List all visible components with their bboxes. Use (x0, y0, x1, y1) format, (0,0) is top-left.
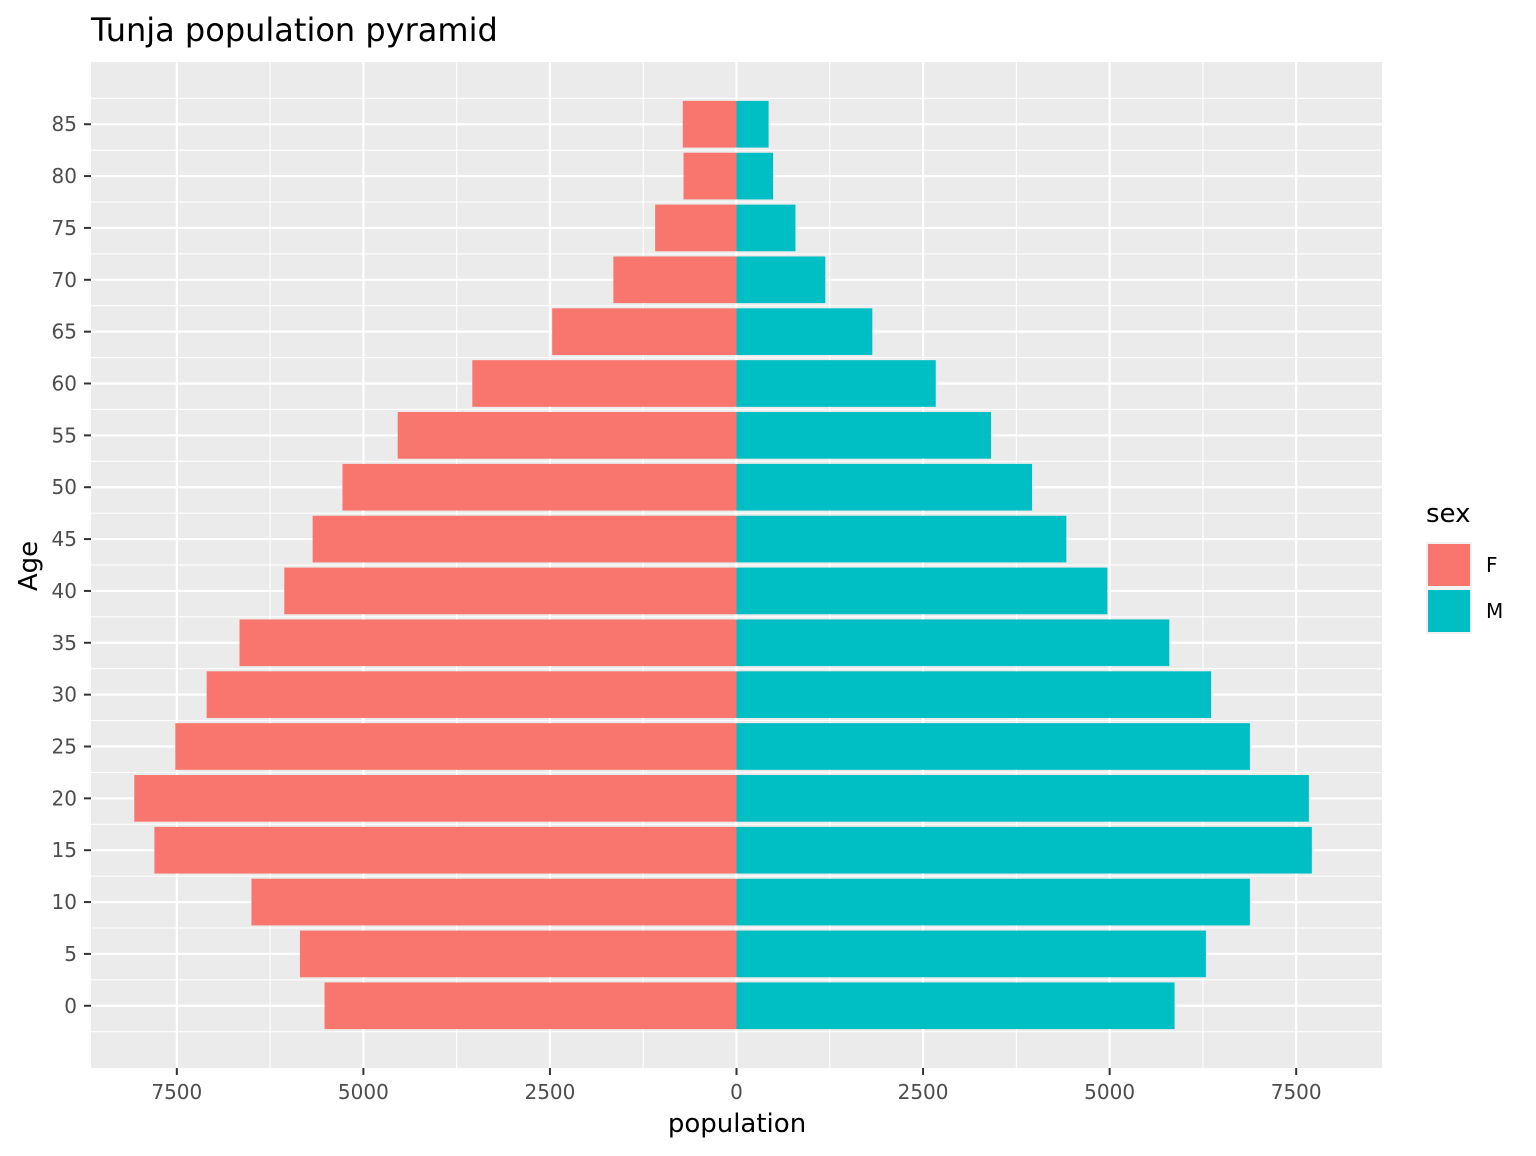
bar-m-10 (736, 878, 1250, 926)
bar-m-75 (736, 204, 796, 252)
x-axis: 7500 5000 2500 0 2500 5000 7500 (151, 1068, 1322, 1104)
x-tick-label: 5000 (1084, 1080, 1135, 1104)
y-tick-label: 25 (52, 734, 77, 758)
x-tick-label: 7500 (1271, 1080, 1322, 1104)
y-axis: 0 5 10 15 20 25 30 35 40 45 50 55 60 65 70 75 80 85 (52, 112, 91, 1018)
y-tick-label: 55 (52, 423, 77, 447)
bar-m-60 (736, 360, 936, 407)
bar-f-40 (284, 567, 737, 615)
bar-f-60 (472, 360, 737, 407)
bar-m-85 (736, 100, 769, 148)
legend-title: sex (1426, 499, 1470, 529)
y-tick-label: 50 (52, 475, 77, 499)
y-tick-label: 85 (52, 112, 77, 136)
x-axis-title: population (668, 1109, 806, 1139)
y-tick-label: 70 (52, 268, 77, 292)
bar-m-80 (736, 152, 774, 200)
bar-m-45 (736, 515, 1067, 563)
bar-f-75 (655, 204, 737, 252)
y-tick-label: 20 (52, 786, 77, 810)
x-tick-label: 7500 (151, 1080, 202, 1104)
bar-f-50 (342, 463, 737, 511)
bar-f-15 (154, 826, 737, 874)
bar-m-5 (736, 930, 1206, 978)
legend-label-m: M (1486, 599, 1503, 623)
bar-f-0 (324, 982, 737, 1030)
bar-f-25 (175, 723, 737, 770)
bar-m-25 (736, 723, 1250, 770)
x-tick-label: 0 (730, 1080, 743, 1104)
y-tick-label: 75 (52, 216, 77, 240)
y-axis-title: Age (14, 541, 44, 591)
bar-f-20 (134, 775, 737, 822)
chart-title: Tunja population pyramid (90, 11, 498, 49)
bar-f-80 (683, 152, 737, 200)
bar-f-70 (613, 256, 737, 304)
legend-key-f (1428, 544, 1470, 586)
bar-m-70 (736, 256, 826, 304)
y-tick-label: 65 (52, 320, 77, 344)
x-tick-label: 5000 (338, 1080, 389, 1104)
x-tick-label: 2500 (524, 1080, 575, 1104)
bar-f-65 (552, 308, 737, 355)
bar-m-50 (736, 463, 1033, 511)
legend-label-f: F (1486, 553, 1498, 577)
bar-m-65 (736, 308, 873, 355)
bar-m-55 (736, 412, 991, 459)
y-tick-label: 15 (52, 838, 77, 862)
legend: sex FM (1426, 499, 1503, 634)
bar-f-5 (299, 930, 737, 978)
y-tick-label: 40 (52, 579, 77, 603)
bar-f-10 (251, 878, 737, 926)
bar-m-35 (736, 619, 1170, 667)
bar-f-55 (397, 412, 737, 459)
bar-f-85 (682, 100, 737, 148)
x-tick-label: 2500 (898, 1080, 949, 1104)
y-tick-label: 5 (64, 942, 77, 966)
bar-f-35 (239, 619, 737, 667)
bar-m-0 (736, 982, 1175, 1030)
bars-group (134, 100, 1312, 1030)
legend-key-m (1428, 590, 1470, 632)
y-tick-label: 10 (52, 890, 77, 914)
y-tick-label: 45 (52, 527, 77, 551)
bar-m-40 (736, 567, 1108, 615)
bar-m-15 (736, 826, 1312, 874)
bar-f-30 (206, 671, 737, 718)
y-tick-label: 80 (52, 164, 77, 188)
bar-m-30 (736, 671, 1212, 718)
bar-m-20 (736, 775, 1309, 822)
y-tick-label: 0 (64, 994, 77, 1018)
y-tick-label: 30 (52, 683, 77, 707)
y-tick-label: 35 (52, 631, 77, 655)
bar-f-45 (312, 515, 737, 563)
y-tick-label: 60 (52, 372, 77, 396)
